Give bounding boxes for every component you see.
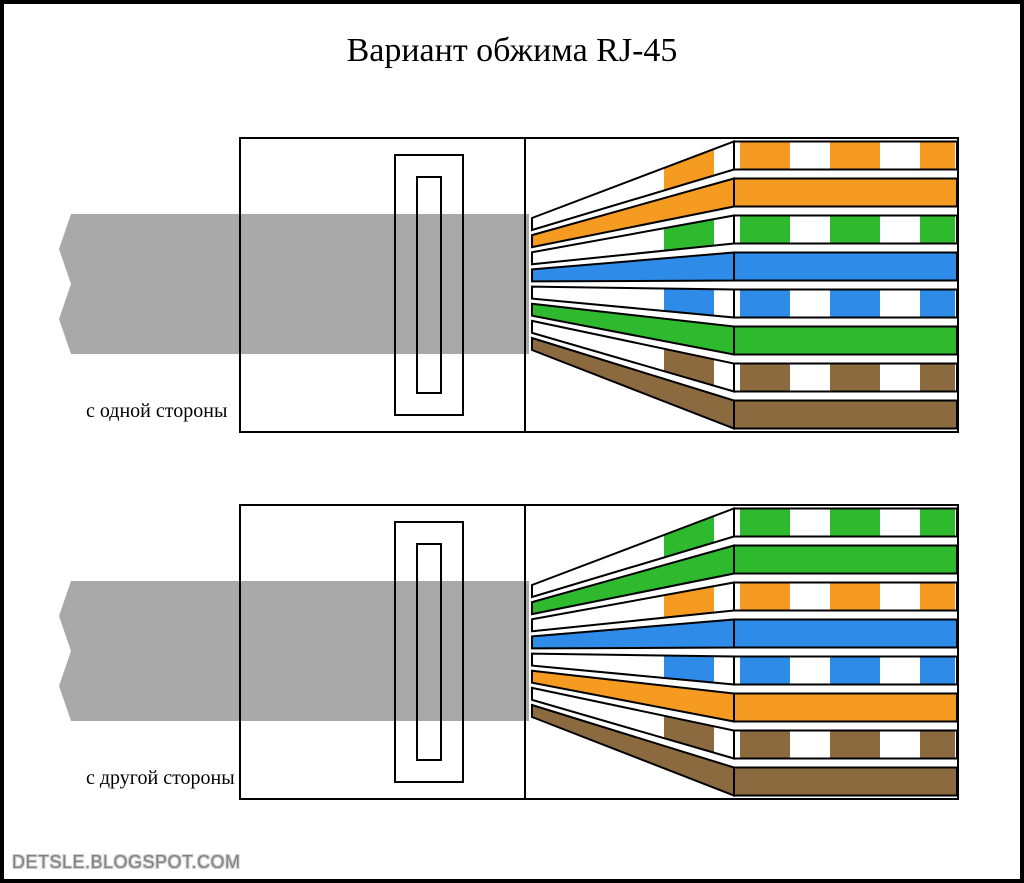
diagram-canvas: Вариант обжима RJ-45 с одной стороны с др… [0,0,1024,883]
clip-inner-top [416,176,442,394]
connector-frame-top [239,137,959,433]
connector-divider-bottom [524,504,526,800]
side-label-bottom: с другой стороны [86,767,235,790]
connector-frame-bottom [239,504,959,800]
side-label-top: с одной стороны [86,400,227,423]
clip-inner-bottom [416,543,442,761]
diagram-title: Вариант обжима RJ-45 [4,32,1020,70]
connector-divider-top [524,137,526,433]
watermark: DETSLE.BLOGSPOT.COM [12,852,241,873]
